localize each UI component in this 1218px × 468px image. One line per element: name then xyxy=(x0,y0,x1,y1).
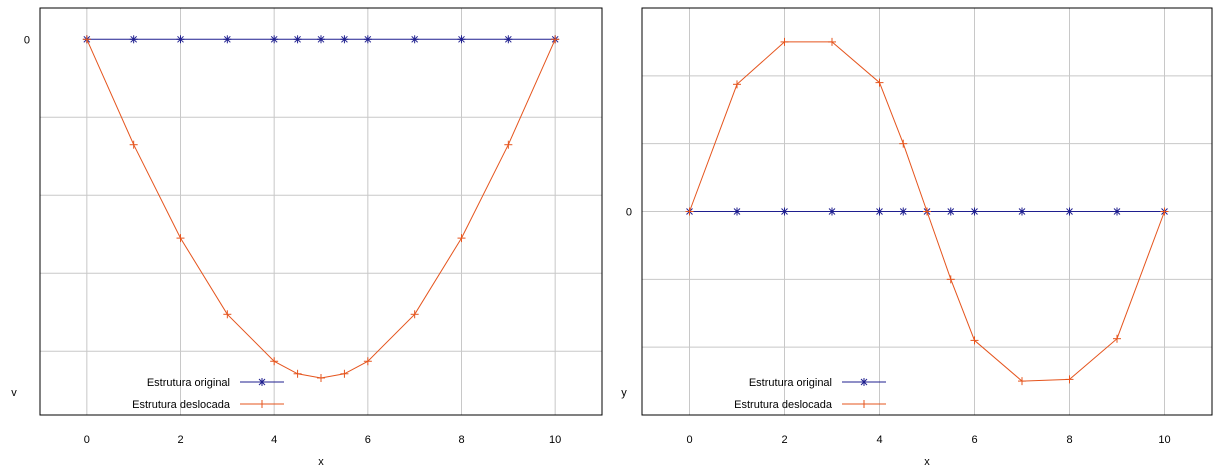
x-tick-label: 2 xyxy=(177,434,183,446)
legend-marker xyxy=(258,400,266,408)
data-point-deslocada xyxy=(1160,207,1169,216)
data-point-original xyxy=(1065,207,1074,216)
data-point-original xyxy=(363,35,372,44)
x-tick-label: 4 xyxy=(876,434,882,446)
x-axis-label: x xyxy=(924,456,930,468)
x-tick-label: 4 xyxy=(271,434,277,446)
data-point-deslocada xyxy=(733,80,741,89)
y-tick-label: 0 xyxy=(626,207,632,219)
x-tick-label: 8 xyxy=(458,434,464,446)
data-point-deslocada xyxy=(1113,334,1121,343)
plot-frame xyxy=(39,7,603,416)
data-point-deslocada xyxy=(410,310,419,319)
x-tick-label: 6 xyxy=(365,434,371,446)
data-point-deslocada xyxy=(551,35,560,44)
data-point-original xyxy=(828,207,836,216)
data-point-original xyxy=(1018,207,1026,216)
x-tick-label: 10 xyxy=(549,434,561,446)
data-point-original xyxy=(410,35,419,44)
legend-marker xyxy=(860,400,868,408)
data-point-deslocada xyxy=(1065,375,1074,384)
data-point-original xyxy=(1113,207,1121,216)
x-tick-label: 2 xyxy=(781,434,787,446)
y-axis-label: y xyxy=(621,387,627,399)
data-point-deslocada xyxy=(363,357,372,366)
data-point-deslocada xyxy=(504,140,513,149)
data-point-deslocada xyxy=(176,234,185,243)
legend-label: Estrutura deslocada xyxy=(132,399,231,411)
series-line-deslocada xyxy=(86,39,556,379)
data-point-original xyxy=(875,207,884,216)
left-chart: 0 2 4 6 8 10 0 x v Estrutura original Estrutura de… xyxy=(11,7,603,468)
x-axis-label: x xyxy=(318,456,324,468)
data-point-deslocada xyxy=(82,35,91,44)
data-point-original xyxy=(457,35,466,44)
data-point-original xyxy=(504,35,513,44)
data-point-original xyxy=(176,35,185,44)
data-point-deslocada xyxy=(317,373,325,382)
data-point-original xyxy=(946,207,955,216)
data-point-original xyxy=(733,207,741,216)
data-point-deslocada xyxy=(875,78,884,87)
data-point-deslocada xyxy=(780,37,789,46)
data-point-deslocada xyxy=(923,207,931,216)
data-point-original xyxy=(340,35,349,44)
data-point-original xyxy=(317,35,325,44)
data-point-deslocada xyxy=(129,140,138,149)
y-axis-label: v xyxy=(11,387,17,399)
data-point-deslocada xyxy=(946,275,955,284)
data-point-original xyxy=(223,35,232,44)
data-point-deslocada xyxy=(340,369,349,378)
data-point-original xyxy=(129,35,138,44)
legend-label: Estrutura deslocada xyxy=(734,399,833,411)
data-point-original xyxy=(970,207,979,216)
data-point-deslocada xyxy=(1018,377,1026,386)
y-tick-label: 0 xyxy=(24,34,30,46)
legend-label: Estrutura original xyxy=(749,377,832,389)
legend-label: Estrutura original xyxy=(147,377,230,389)
data-point-original xyxy=(293,35,302,44)
x-tick-label: 0 xyxy=(84,434,90,446)
legend-marker xyxy=(258,378,266,386)
data-point-original xyxy=(270,35,279,44)
data-point-original xyxy=(899,207,908,216)
plot-frame xyxy=(641,7,1213,416)
x-tick-label: 10 xyxy=(1158,434,1170,446)
data-point-deslocada xyxy=(970,336,979,345)
right-chart: 0 2 4 6 8 10 0 x y Estrutura original Estrutura de… xyxy=(621,7,1213,468)
x-tick-label: 6 xyxy=(971,434,977,446)
x-tick-label: 8 xyxy=(1066,434,1072,446)
data-point-deslocada xyxy=(828,37,836,46)
x-tick-label: 0 xyxy=(686,434,692,446)
legend-marker xyxy=(860,378,868,386)
data-point-deslocada xyxy=(685,207,694,216)
data-point-deslocada xyxy=(293,369,302,378)
data-point-deslocada xyxy=(223,310,232,319)
data-point-original xyxy=(780,207,789,216)
data-point-deslocada xyxy=(270,357,279,366)
data-point-deslocada xyxy=(899,139,908,148)
data-point-deslocada xyxy=(457,234,466,243)
